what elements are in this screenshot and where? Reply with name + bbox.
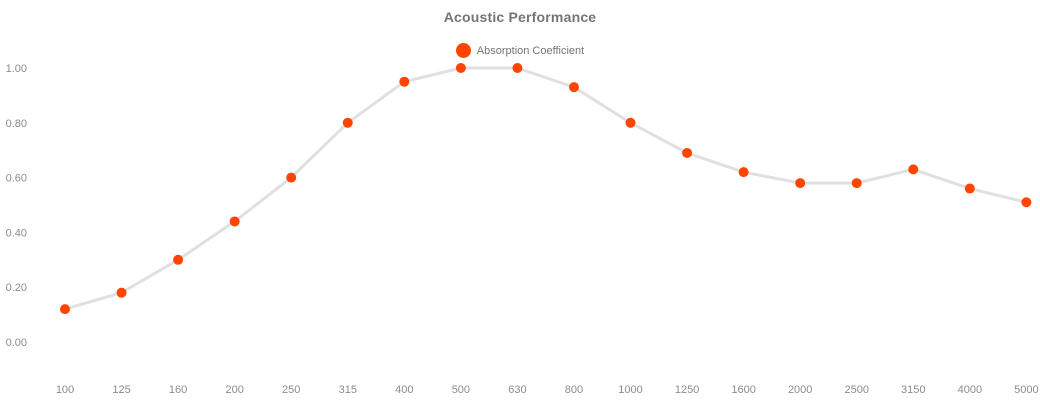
x-tick-label: 315	[339, 384, 357, 396]
x-tick-label: 1600	[731, 384, 755, 396]
x-tick-label: 630	[508, 384, 526, 396]
x-tick-label: 200	[225, 384, 243, 396]
data-point[interactable]	[795, 178, 806, 189]
data-point[interactable]	[738, 167, 749, 178]
data-point[interactable]	[851, 178, 862, 189]
data-point[interactable]	[964, 183, 975, 194]
x-tick-label: 250	[282, 384, 300, 396]
x-tick-label: 2000	[788, 384, 812, 396]
x-tick-label: 1250	[675, 384, 699, 396]
chart-title: Acoustic Performance	[443, 9, 597, 25]
data-point[interactable]	[455, 63, 466, 73]
y-tick-label: 0.60	[6, 173, 27, 185]
data-point[interactable]	[399, 76, 410, 87]
x-tick-label: 500	[452, 384, 470, 396]
data-point[interactable]	[116, 287, 127, 298]
x-tick-label: 125	[112, 384, 130, 396]
x-tick-label: 5000	[1014, 384, 1038, 396]
y-tick-label: 0.20	[6, 282, 27, 294]
x-tick-label: 1000	[618, 384, 642, 396]
x-tick-label: 3150	[901, 384, 925, 396]
x-tick-label: 400	[395, 384, 413, 396]
data-point[interactable]	[1021, 197, 1032, 208]
data-point[interactable]	[568, 82, 579, 93]
y-tick-label: 0.80	[6, 118, 27, 130]
legend-label: Absorption Coefficient	[476, 44, 585, 57]
data-point[interactable]	[625, 117, 636, 128]
data-point[interactable]	[60, 304, 70, 315]
y-tick-label: 0.40	[6, 227, 27, 239]
data-point[interactable]	[229, 216, 240, 227]
x-tick-label: 4000	[958, 384, 982, 396]
x-tick-label: 160	[169, 384, 187, 396]
legend-marker-icon	[455, 43, 471, 58]
series-line	[63, 66, 1028, 311]
x-tick-label: 2500	[844, 384, 868, 396]
legend-item[interactable]: Absorption Coefficient	[0, 43, 1040, 58]
data-point[interactable]	[682, 147, 693, 158]
x-tick-label: 100	[56, 384, 74, 396]
data-point[interactable]	[342, 117, 353, 128]
data-point[interactable]	[173, 254, 184, 265]
y-tick-label: 0.00	[6, 337, 27, 349]
data-point[interactable]	[512, 63, 523, 73]
data-point[interactable]	[908, 164, 919, 175]
x-tick-label: 800	[565, 384, 583, 396]
data-point[interactable]	[286, 172, 297, 183]
y-tick-label: 1.00	[6, 63, 27, 75]
